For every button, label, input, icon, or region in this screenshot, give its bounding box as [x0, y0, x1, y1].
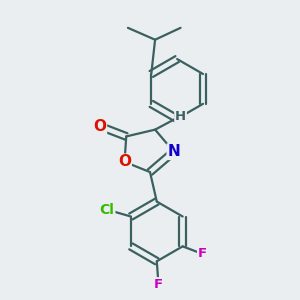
Text: O: O: [118, 154, 131, 169]
Text: F: F: [198, 247, 207, 260]
Text: Cl: Cl: [100, 203, 115, 217]
Text: O: O: [93, 119, 106, 134]
Text: F: F: [154, 278, 163, 291]
Text: H: H: [175, 110, 186, 123]
Text: N: N: [167, 144, 180, 159]
